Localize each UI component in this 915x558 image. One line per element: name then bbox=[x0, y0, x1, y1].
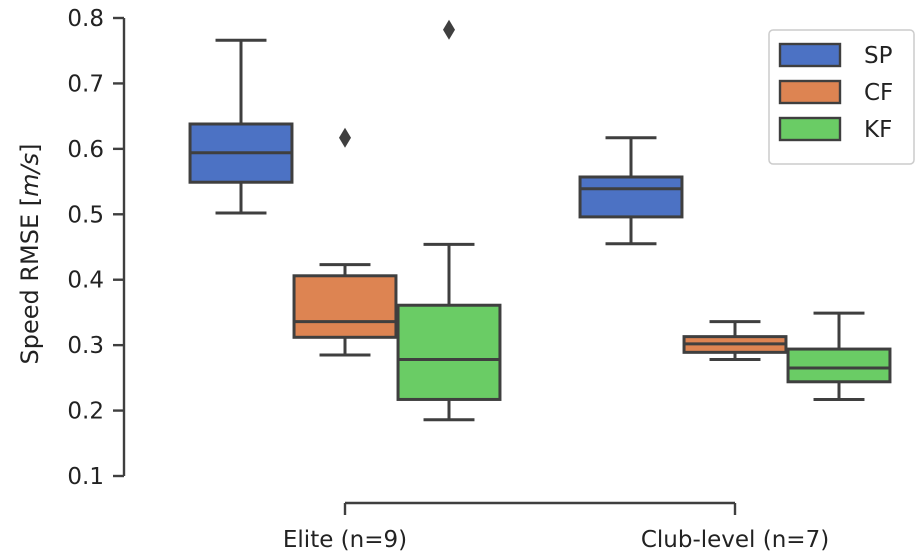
box-kf-2 bbox=[786, 311, 892, 401]
legend-label-kf: KF bbox=[864, 117, 892, 143]
y-tick-label: 0.4 bbox=[67, 268, 104, 294]
legend-swatch-cf bbox=[778, 79, 842, 105]
legend-swatch-kf bbox=[778, 116, 842, 142]
legend-swatch-sp bbox=[778, 42, 842, 68]
box-iqr bbox=[396, 303, 502, 401]
y-tick-label: 0.8 bbox=[67, 6, 104, 32]
box-sp-1 bbox=[188, 38, 294, 215]
box-iqr bbox=[786, 347, 892, 384]
y-axis-label-unit: m/s bbox=[16, 153, 44, 197]
box-cf-1 bbox=[292, 127, 398, 357]
box-sp-2 bbox=[578, 136, 684, 246]
y-tick-label: 0.5 bbox=[67, 202, 104, 228]
y-tick-label: 0.1 bbox=[67, 464, 104, 490]
outlier-marker bbox=[443, 19, 455, 40]
y-axis: 0.1 0.2 0.3 0.4 0.5 0.6 0.7 0.8 bbox=[67, 6, 126, 490]
y-tick-label: 0.3 bbox=[67, 333, 104, 359]
y-tick-label: 0.7 bbox=[67, 71, 104, 97]
x-axis: Elite (n=9) Club-level (n=7) bbox=[283, 501, 829, 553]
box-series-group bbox=[188, 19, 892, 422]
x-category-label: Elite (n=9) bbox=[283, 527, 407, 553]
y-axis-label-suffix: ] bbox=[16, 144, 44, 153]
outlier-marker bbox=[339, 127, 351, 148]
box-iqr bbox=[292, 274, 398, 339]
box-kf-1 bbox=[396, 19, 502, 422]
box-cf-2 bbox=[682, 320, 788, 362]
legend-label-cf: CF bbox=[864, 80, 893, 106]
x-category-label: Club-level (n=7) bbox=[641, 527, 829, 553]
legend-label-sp: SP bbox=[864, 43, 893, 69]
y-tick-label: 0.6 bbox=[67, 137, 104, 163]
legend: SP CF KF bbox=[768, 29, 915, 165]
y-axis-label: Speed RMSE [m/s] bbox=[16, 144, 44, 365]
box-iqr bbox=[578, 175, 684, 219]
y-axis-label-prefix: Speed RMSE [ bbox=[16, 197, 44, 365]
y-tick-label: 0.2 bbox=[67, 399, 104, 425]
